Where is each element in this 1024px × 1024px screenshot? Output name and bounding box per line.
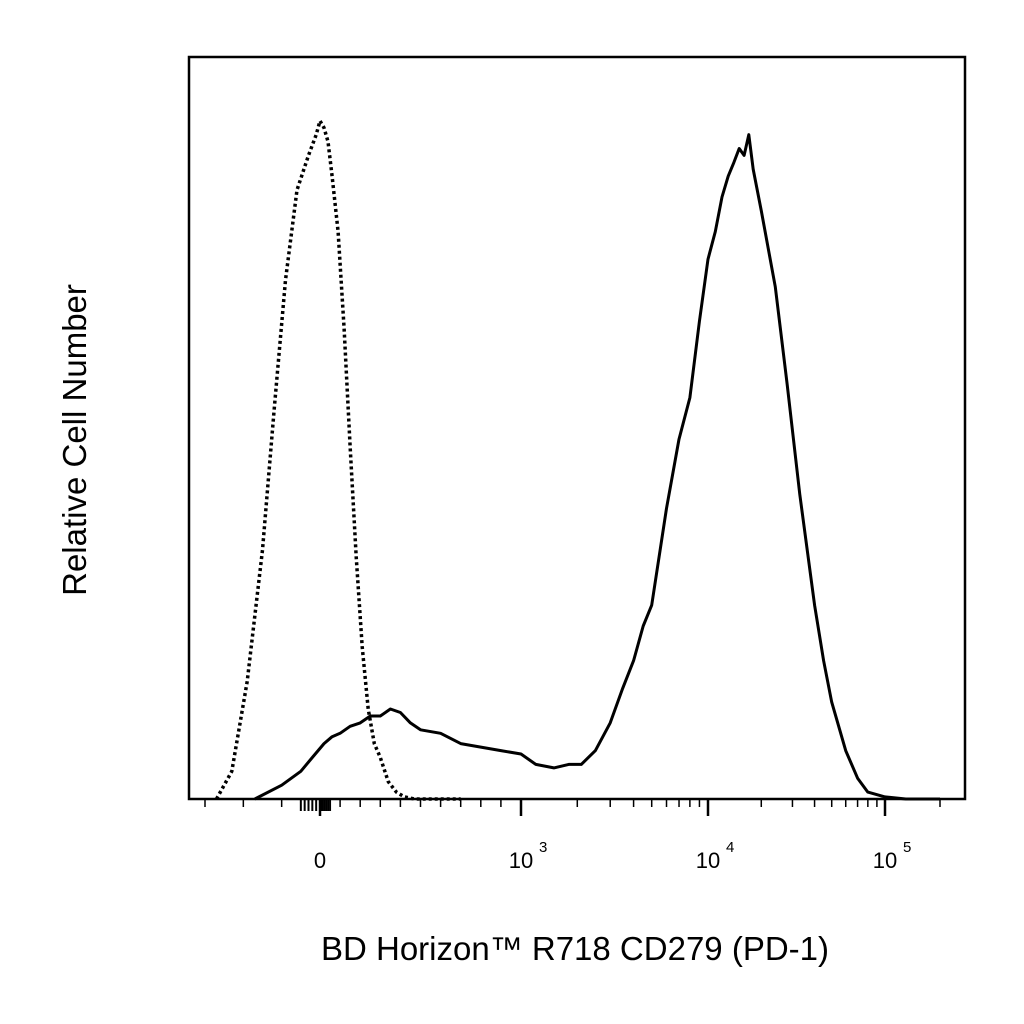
x-tick-exponent: 3 [539, 839, 547, 856]
x-tick-labels: 0 10 3 10 4 10 5 [314, 839, 911, 873]
x-axis-label: BD Horizon™ R718 CD279 (PD-1) [321, 930, 829, 967]
x-tick-label: 10 [696, 848, 720, 873]
stained-histogram [254, 133, 940, 801]
x-tick-label: 0 [314, 848, 326, 873]
plot-frame [187, 55, 967, 801]
isotype-control-histogram [214, 119, 461, 801]
x-tick-label: 10 [509, 848, 533, 873]
x-minor-ticks [204, 799, 941, 811]
series-layer [214, 119, 940, 801]
x-tick-exponent: 4 [726, 839, 734, 856]
x-tick-exponent: 5 [903, 839, 911, 856]
y-axis-label: Relative Cell Number [56, 284, 93, 596]
x-tick-label: 10 [873, 848, 897, 873]
x-major-ticks [318, 799, 887, 816]
